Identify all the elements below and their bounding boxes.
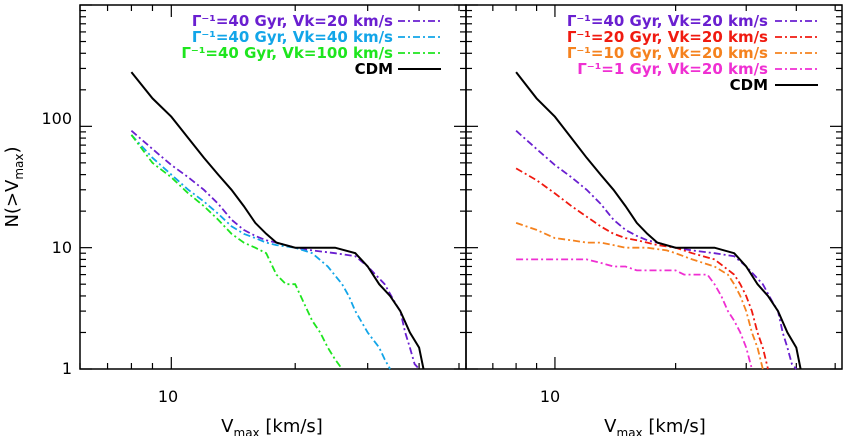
series-line-1-4 <box>515 71 802 370</box>
legend-label-0-0: Γ⁻¹=40 Gyr, Vk=20 km/s <box>192 12 393 30</box>
series-line-0-3 <box>130 71 425 370</box>
ticks-layer <box>79 4 842 370</box>
legend-label-1-2: Γ⁻¹=10 Gyr, Vk=20 km/s <box>567 44 768 62</box>
legend-label-1-4: CDM <box>730 76 768 94</box>
series-layer <box>130 71 802 370</box>
right-panel-frame <box>465 4 843 370</box>
x-axis-title-right: Vmax [km/s] <box>604 416 706 436</box>
series-line-1-0 <box>515 130 797 370</box>
x-tick-label-10-right: 10 <box>540 387 560 406</box>
x-axis-title-left: Vmax [km/s] <box>221 416 323 436</box>
series-line-1-2 <box>515 222 764 370</box>
x-tick-label-10-left: 10 <box>158 387 178 406</box>
y-axis-title: N(>Vmax) <box>2 146 26 227</box>
series-line-0-0 <box>130 130 420 370</box>
y-tick-label-100: 100 <box>41 109 72 128</box>
legend-layer: Γ⁻¹=40 Gyr, Vk=20 km/sΓ⁻¹=40 Gyr, Vk=40 … <box>181 12 818 94</box>
y-tick-label-10: 10 <box>52 238 72 257</box>
legend-label-1-0: Γ⁻¹=40 Gyr, Vk=20 km/s <box>567 12 768 30</box>
legend-label-0-3: CDM <box>355 60 393 78</box>
legend-label-1-1: Γ⁻¹=20 Gyr, Vk=20 km/s <box>567 28 768 46</box>
series-line-0-2 <box>130 134 343 370</box>
legend-label-0-2: Γ⁻¹=40 Gyr, Vk=100 km/s <box>181 44 393 62</box>
y-tick-label-1: 1 <box>62 359 72 378</box>
legend-label-0-1: Γ⁻¹=40 Gyr, Vk=40 km/s <box>192 28 393 46</box>
series-line-1-1 <box>515 167 769 370</box>
legend-label-1-3: Γ⁻¹=1 Gyr, Vk=20 km/s <box>577 60 768 78</box>
series-line-0-1 <box>130 134 391 370</box>
series-line-1-3 <box>516 258 753 370</box>
